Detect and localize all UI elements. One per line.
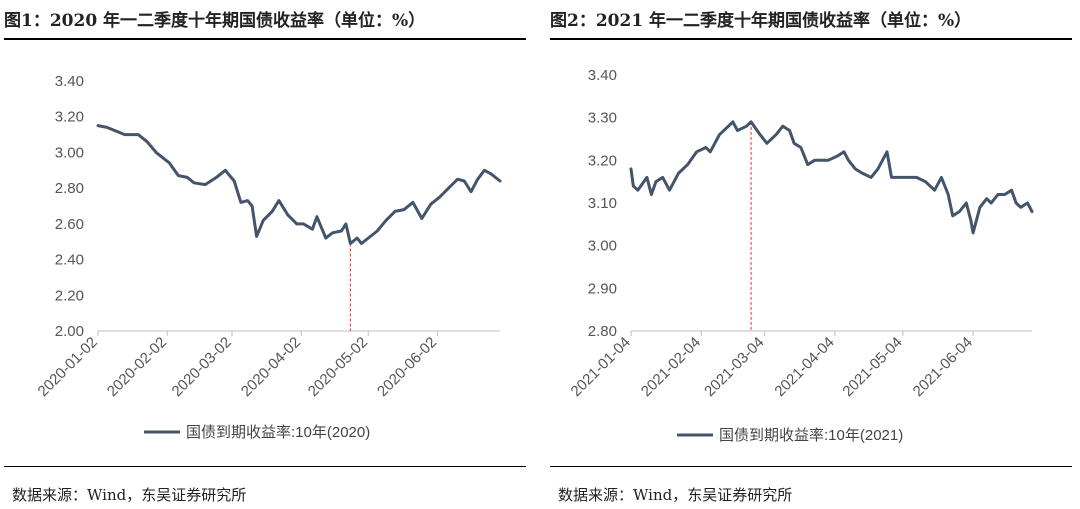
legend-label: 国债到期收益率:10年(2020) — [186, 424, 370, 441]
y-tick-label: 2.40 — [55, 252, 84, 269]
legend: 国债到期收益率:10年(2020) — [144, 424, 370, 441]
y-tick-label: 2.80 — [55, 180, 84, 197]
y-tick-label: 3.30 — [588, 110, 617, 127]
x-tick-label: 2020-04-02 — [238, 334, 304, 400]
figure-panel-2021: 图2：2021 年一二季度十年期国债收益率（单位：%） 2.80 2.90 3.00… — [550, 0, 1076, 509]
y-tick-label: 3.40 — [588, 67, 617, 84]
x-tick-label: 2021-04-04 — [771, 334, 837, 400]
y-tick-label: 3.00 — [588, 238, 617, 255]
x-tick-label: 2020-03-02 — [169, 334, 235, 400]
data-source: 数据来源：Wind，东吴证券研究所 — [558, 486, 793, 504]
figure-title: 图2：2021 年一二季度十年期国债收益率（单位：%） — [550, 11, 972, 31]
x-tick-label: 2021-05-04 — [839, 334, 905, 400]
y-tick-label: 3.20 — [55, 109, 84, 126]
data-source: 数据来源：Wind，东吴证券研究所 — [12, 486, 247, 504]
source-rule — [550, 466, 1072, 467]
x-tick-label: 2021-01-04 — [568, 334, 634, 400]
x-tick-label: 2021-06-04 — [910, 334, 976, 400]
legend: 国债到期收益率:10年(2021) — [677, 427, 903, 444]
y-tick-label: 3.10 — [588, 195, 617, 212]
x-tick-label: 2020-02-02 — [104, 334, 170, 400]
y-tick-label: 2.60 — [55, 216, 84, 233]
x-tick-label: 2021-03-04 — [701, 334, 767, 400]
x-tick-label: 2020-06-02 — [374, 334, 440, 400]
figure-panel-2020: 图1：2020 年一二季度十年期国债收益率（单位：%） 2.00 2.20 2.40… — [4, 0, 530, 509]
figure-title: 图1：2020 年一二季度十年期国债收益率（单位：%） — [4, 11, 426, 31]
x-tick-label: 2020-05-02 — [305, 334, 371, 400]
title-rule — [550, 38, 1072, 40]
y-tick-label: 3.40 — [55, 73, 84, 90]
y-tick-label: 2.90 — [588, 280, 617, 297]
y-tick-label: 3.20 — [588, 152, 617, 169]
legend-label: 国债到期收益率:10年(2021) — [719, 427, 903, 444]
y-tick-label: 2.20 — [55, 287, 84, 304]
yield-chart-2020: 2.00 2.20 2.40 2.60 2.80 3.00 3.20 3.40 2020-01-… — [35, 73, 502, 441]
y-tick-label: 2.00 — [55, 323, 84, 340]
title-rule — [4, 38, 526, 40]
x-tick-label: 2021-02-04 — [638, 334, 704, 400]
y-tick-label: 3.00 — [55, 144, 84, 161]
series-line — [96, 124, 502, 245]
y-tick-label: 2.80 — [588, 323, 617, 340]
x-tick-label: 2020-01-02 — [35, 334, 101, 400]
series-line — [629, 120, 1034, 235]
source-rule — [4, 466, 526, 467]
